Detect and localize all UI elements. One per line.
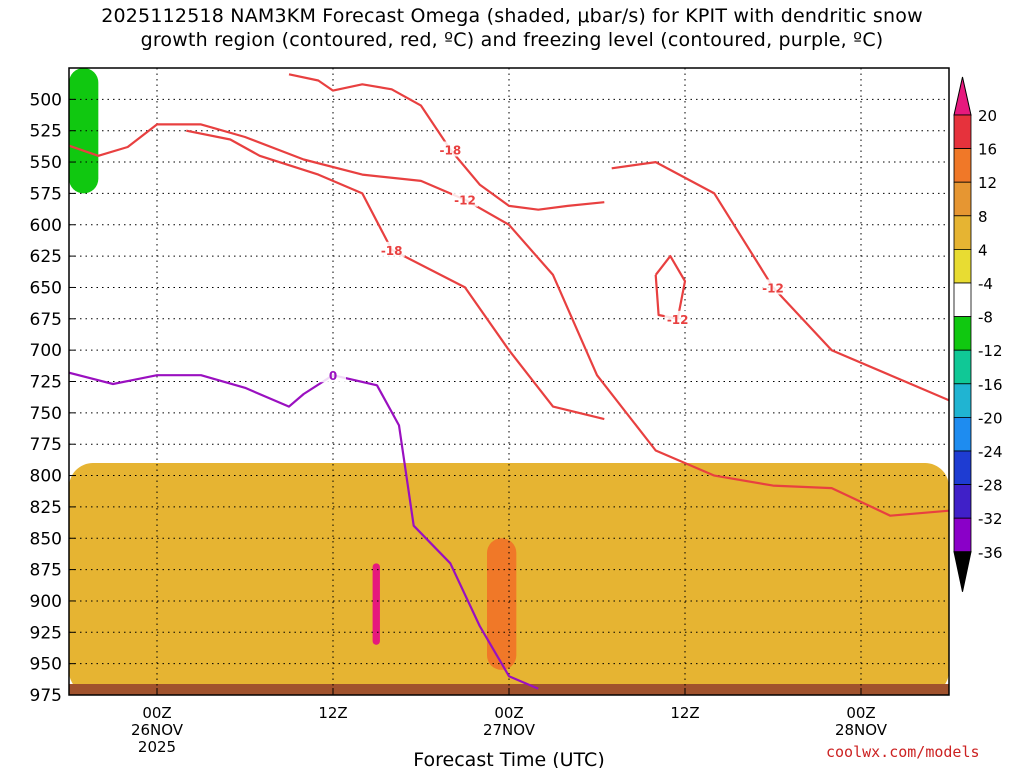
colorbar-label: -36: [978, 544, 1003, 562]
colorbar-label: -8: [978, 309, 993, 327]
omega-region-upward: [318, 68, 377, 388]
contour-line: [186, 129, 605, 421]
contour-label-bg: [452, 191, 478, 207]
contour-label-bg: [320, 367, 346, 383]
colorbar-label: -16: [978, 376, 1003, 394]
colorbar-swatch: [953, 517, 972, 553]
y-tick-label: 500: [30, 90, 62, 110]
omega-region-upward: [450, 68, 539, 438]
x-tick-label: 00Z: [846, 704, 875, 722]
y-tick-label: 750: [30, 404, 62, 424]
colorbar-swatch: [953, 349, 972, 385]
colorbar-label: 16: [978, 141, 997, 159]
x-tick-label: 00Z: [494, 704, 523, 722]
contour-label-bg: [437, 141, 464, 157]
contour-label: 0: [329, 369, 337, 383]
colorbar-swatch: [953, 484, 972, 519]
colorbar-label: 20: [978, 107, 997, 125]
colorbar-swatch: [953, 148, 972, 183]
x-axis-label: Forecast Time (UTC): [413, 749, 604, 768]
colorbar-label: -24: [978, 443, 1003, 461]
omega-region-downward: [372, 563, 380, 645]
x-tick-label: 2025: [138, 738, 176, 756]
y-tick-label: 525: [30, 122, 62, 142]
colorbar-swatch: [953, 450, 972, 485]
colorbar-label: 4: [978, 241, 988, 259]
contour-label: -18: [381, 244, 403, 258]
y-tick-label: 625: [30, 247, 62, 267]
colorbar-swatch: [953, 282, 972, 317]
omega-region-upward: [164, 68, 231, 313]
contour-line: [654, 255, 687, 320]
colorbar-label: -32: [978, 510, 1003, 528]
colorbar-over-triangle: [953, 76, 972, 116]
y-tick-label: 575: [30, 184, 62, 204]
x-tick-label: 26NOV: [131, 721, 184, 739]
y-tick-label: 950: [30, 655, 62, 675]
x-tick-label: 12Z: [670, 704, 699, 722]
colorbar-label: -4: [978, 275, 993, 293]
y-tick-label: 650: [30, 278, 62, 298]
y-tick-label: 800: [30, 467, 62, 487]
colorbar-swatch: [953, 416, 972, 452]
colorbar-label: -28: [978, 477, 1003, 495]
y-tick-label: 775: [30, 435, 62, 455]
colorbar-swatch: [953, 215, 972, 250]
chart-title-line-2: growth region (contoured, red, ºC) and f…: [140, 29, 884, 51]
site-credit: coolwx.com/models: [826, 743, 980, 761]
contour-label: -12: [667, 313, 689, 327]
colorbar-swatch: [953, 114, 972, 149]
y-tick-label: 550: [30, 153, 62, 173]
y-tick-label: 825: [30, 498, 62, 518]
colorbar-label: -12: [978, 342, 1003, 360]
x-tick-label: 00Z: [142, 704, 171, 722]
y-tick-label: 700: [30, 341, 62, 361]
y-tick-label: 975: [30, 686, 62, 706]
colorbar-label: -20: [978, 409, 1003, 427]
contour-label: -12: [762, 281, 784, 295]
contour-label: -18: [439, 144, 461, 158]
y-tick-label: 600: [30, 216, 62, 236]
contour-label-bg: [664, 310, 691, 326]
colorbar-swatch: [953, 316, 972, 351]
chart-title: 2025112518 NAM3KM Forecast Omega (shaded…: [0, 4, 1024, 52]
y-tick-label: 675: [30, 310, 62, 330]
omega-region-downward: [487, 538, 517, 670]
contour-label-bg: [760, 279, 786, 295]
contour-label-bg: [378, 241, 405, 257]
colorbar-swatch: [953, 181, 972, 217]
contour-label: -12: [454, 194, 476, 208]
contour-line: [288, 73, 605, 211]
x-tick-label: 27NOV: [483, 721, 536, 739]
x-tick-label: 28NOV: [835, 721, 888, 739]
colorbar-swatch: [953, 383, 972, 418]
x-tick-label: 12Z: [318, 704, 347, 722]
colorbar-under-triangle: [953, 551, 972, 592]
y-tick-label: 925: [30, 623, 62, 643]
y-tick-label: 725: [30, 373, 62, 393]
omega-region-upward: [245, 68, 333, 300]
y-tick-label: 900: [30, 592, 62, 612]
y-tick-label: 875: [30, 561, 62, 581]
colorbar-label: 8: [978, 208, 988, 226]
colorbar-swatch: [953, 248, 972, 284]
colorbar-label: 12: [978, 174, 997, 192]
y-tick-label: 850: [30, 529, 62, 549]
chart-title-line-1: 2025112518 NAM3KM Forecast Omega (shaded…: [101, 5, 923, 27]
